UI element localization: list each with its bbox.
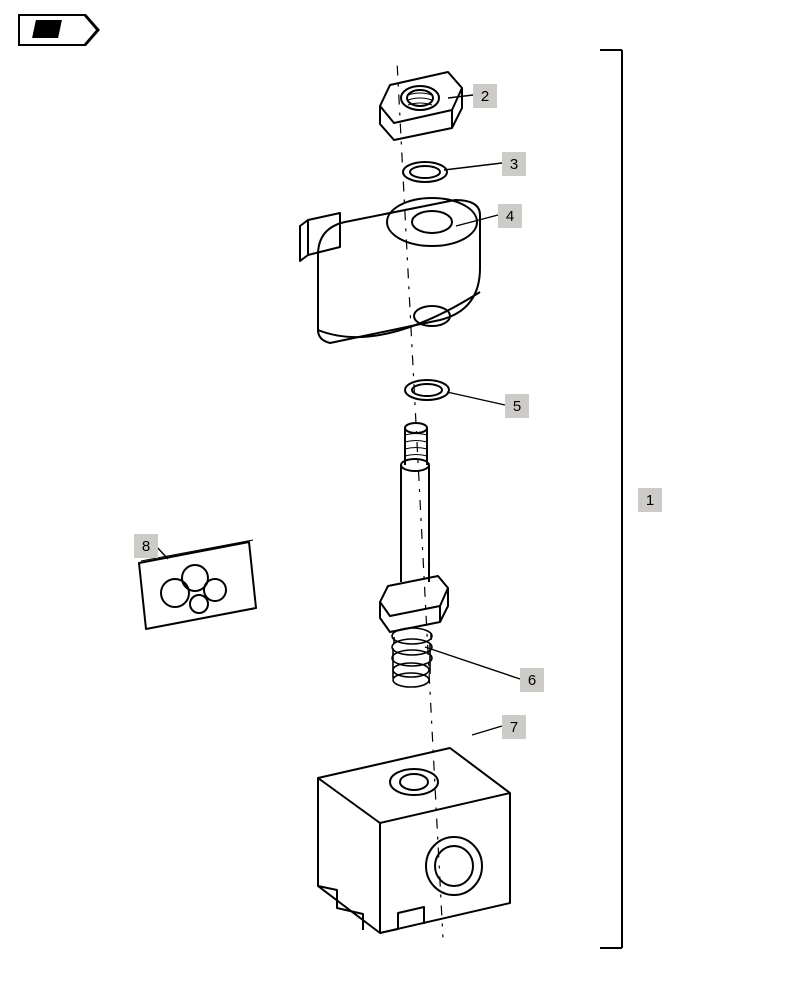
header-book-icon	[18, 14, 86, 46]
callout-1-label: 1	[646, 492, 654, 509]
callout-4: 4	[498, 204, 522, 228]
part-oring-top	[403, 162, 447, 182]
part-nut	[380, 72, 462, 140]
part-oring-mid	[405, 380, 449, 400]
part-coil	[300, 198, 480, 343]
callout-7: 7	[502, 715, 526, 739]
callout-3: 3	[502, 152, 526, 176]
leader-lines	[155, 95, 520, 735]
callout-3-label: 3	[510, 156, 518, 173]
callout-1: 1	[638, 488, 662, 512]
callout-8-label: 8	[142, 538, 150, 555]
callout-2-label: 2	[481, 88, 489, 105]
callout-6: 6	[520, 668, 544, 692]
exploded-diagram	[0, 0, 812, 1000]
callout-5-label: 5	[513, 398, 521, 415]
part-block	[318, 748, 510, 933]
callout-6-label: 6	[528, 672, 536, 689]
callout-4-label: 4	[506, 208, 514, 225]
callout-7-label: 7	[510, 719, 518, 736]
callout-8: 8	[134, 534, 158, 558]
callout-5: 5	[505, 394, 529, 418]
part-cartridge	[380, 423, 448, 687]
book-glyph	[32, 20, 62, 38]
callout-2: 2	[473, 84, 497, 108]
assembly-bracket	[600, 50, 622, 948]
